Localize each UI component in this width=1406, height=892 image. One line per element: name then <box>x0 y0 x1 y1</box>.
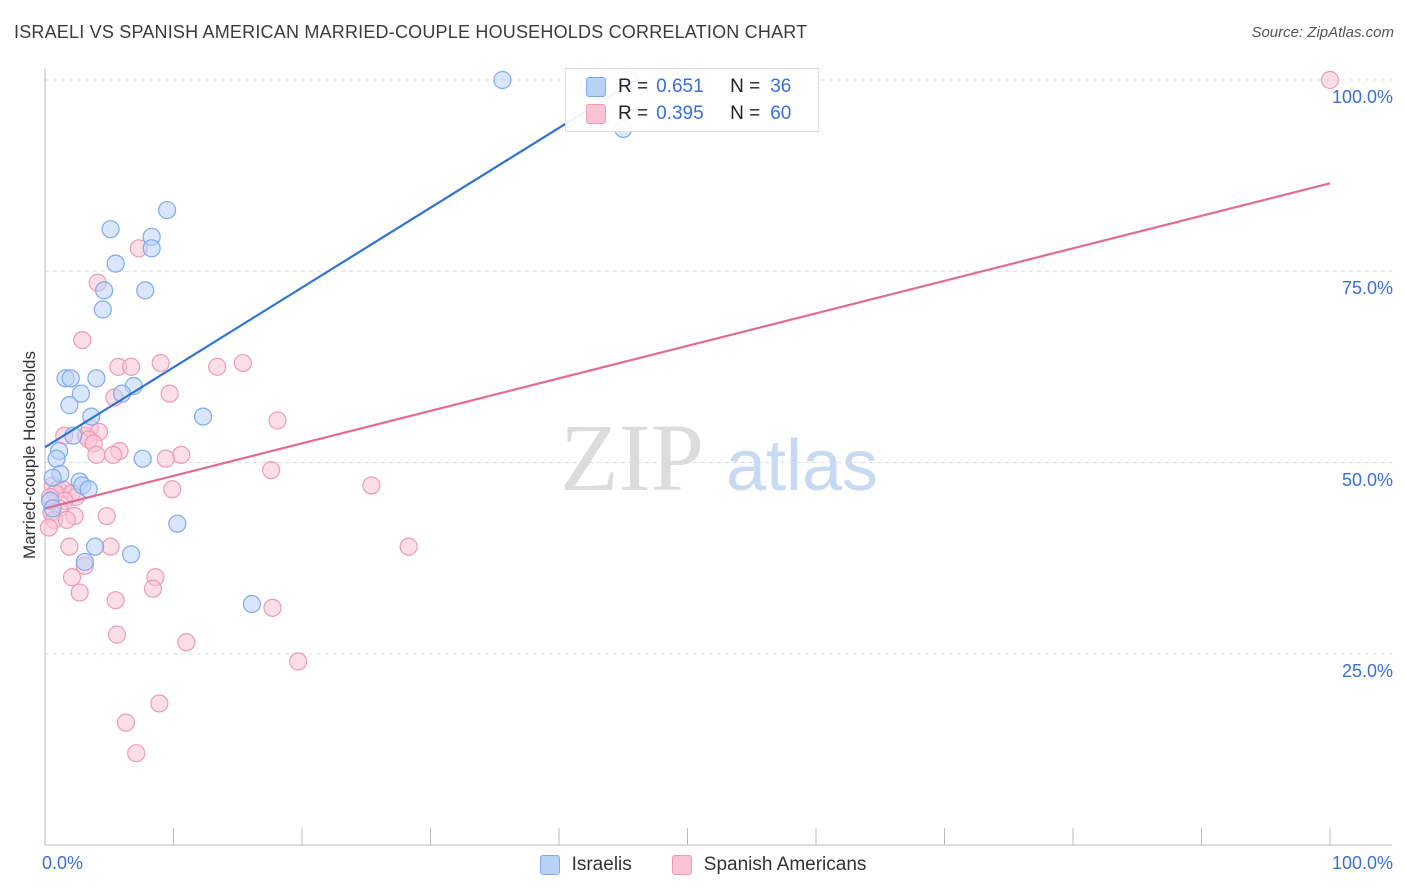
legend-r-label: R = <box>618 103 649 124</box>
trend-lines <box>44 79 1331 510</box>
legend-item-israelis[interactable]: Israelis <box>539 854 632 876</box>
spanish-american-point <box>73 331 92 350</box>
spanish-american-point <box>127 744 146 763</box>
spanish-american-point <box>87 445 106 464</box>
israeli-point <box>242 594 261 614</box>
israeli-point <box>121 545 141 564</box>
x-tick-label-max: 100.0% <box>1331 853 1393 873</box>
legend-item-spanish-americans[interactable]: Spanish Americans <box>671 854 867 876</box>
israeli-point <box>193 407 213 426</box>
y-tick-label: 100.0% <box>1331 87 1393 107</box>
spanish-american-point <box>172 445 191 464</box>
israelis-points <box>41 70 639 614</box>
chart-title: ISRAELI VS SPANISH AMERICAN MARRIED-COUP… <box>14 22 808 42</box>
israeli-point <box>101 220 120 239</box>
axes-layer <box>44 68 1392 846</box>
israeli-point <box>136 281 155 300</box>
x-tick-label-min: 0.0% <box>42 853 84 873</box>
israelis-trend-line <box>44 79 637 449</box>
spanish-american-point <box>62 568 82 587</box>
israeli-point <box>60 396 79 415</box>
legend-row-israelis: R = 0.651 N = 36 <box>586 75 791 99</box>
spanish-american-point <box>101 537 120 556</box>
spanish-american-point <box>150 694 169 713</box>
israeli-point <box>106 254 125 273</box>
israeli-point <box>71 384 91 403</box>
spanish-american-point <box>156 449 175 468</box>
spanish-american-point <box>263 598 282 617</box>
y-tick-label: 75.0% <box>1341 278 1393 299</box>
spanish-american-point <box>116 713 136 732</box>
y-tick-label: 25.0% <box>1341 660 1393 681</box>
spanish-american-point <box>151 353 170 373</box>
israeli-point <box>157 200 177 220</box>
spanish-american-point <box>208 357 227 376</box>
spanish-american-point <box>97 506 116 526</box>
legend-label-spanish-americans: Spanish Americans <box>703 854 867 875</box>
legend-n-value: 60 <box>770 103 792 124</box>
spanish-american-point <box>233 353 252 373</box>
legend-swatch-israelis <box>586 77 606 97</box>
israeli-point <box>47 449 66 468</box>
legend-label-israelis: Israelis <box>571 854 632 875</box>
israeli-point <box>75 552 94 572</box>
correlation-legend: R = 0.651 N = 36 R = 0.395 N = 60 <box>565 68 819 132</box>
israeli-point <box>61 369 80 388</box>
israeli-point <box>168 514 187 533</box>
legend-swatch-spanish <box>586 104 606 124</box>
legend-row-spanish: R = 0.395 N = 60 <box>586 102 791 126</box>
legend-n-label: N = <box>730 103 761 124</box>
spanish-american-point <box>362 476 381 495</box>
spanish-american-point <box>39 518 58 537</box>
spanish-american-point <box>57 510 76 529</box>
spanish-american-point <box>177 633 196 652</box>
legend-n-value: 36 <box>770 76 792 97</box>
spanish-american-point <box>106 591 125 610</box>
spanish-american-point <box>1320 70 1340 90</box>
watermark-atlas: atlas <box>726 426 878 506</box>
y-tick-label: 50.0% <box>1341 469 1393 490</box>
spanish-american-point <box>262 461 281 480</box>
spanish-american-point <box>399 537 418 556</box>
israeli-point <box>95 281 114 300</box>
israeli-point <box>87 369 106 388</box>
watermark-zip: ZIP <box>560 404 704 511</box>
legend-r-value: 0.395 <box>656 103 704 124</box>
legend-swatch-israelis <box>539 855 560 875</box>
spanish-american-point <box>107 625 127 644</box>
israeli-point <box>142 239 161 258</box>
legend-r-value: 0.651 <box>656 76 704 97</box>
watermark: ZIP atlas <box>560 404 878 511</box>
spanish-american-point <box>70 583 89 602</box>
israeli-point <box>133 449 152 468</box>
spanish-american-point <box>160 384 179 403</box>
spanish-american-point <box>289 652 308 671</box>
israeli-point <box>493 70 512 90</box>
spanish-americans-trend-line <box>44 182 1331 510</box>
legend-swatch-spanish-americans <box>671 855 692 875</box>
spanish-american-point <box>143 579 163 598</box>
israeli-point <box>93 300 112 319</box>
israeli-point <box>43 468 62 487</box>
source-credit: Source: ZipAtlas.com <box>1251 24 1394 41</box>
legend-r-label: R = <box>618 76 649 97</box>
spanish-american-point <box>268 411 287 430</box>
spanish-american-point <box>121 357 141 376</box>
series-legend: Israelis Spanish Americans <box>0 852 1406 878</box>
spanish-american-point <box>163 480 182 499</box>
legend-n-label: N = <box>730 76 761 97</box>
spanish-american-point <box>104 445 123 464</box>
israeli-point <box>86 537 105 556</box>
israeli-point <box>43 499 62 518</box>
spanish-american-point <box>60 537 79 556</box>
